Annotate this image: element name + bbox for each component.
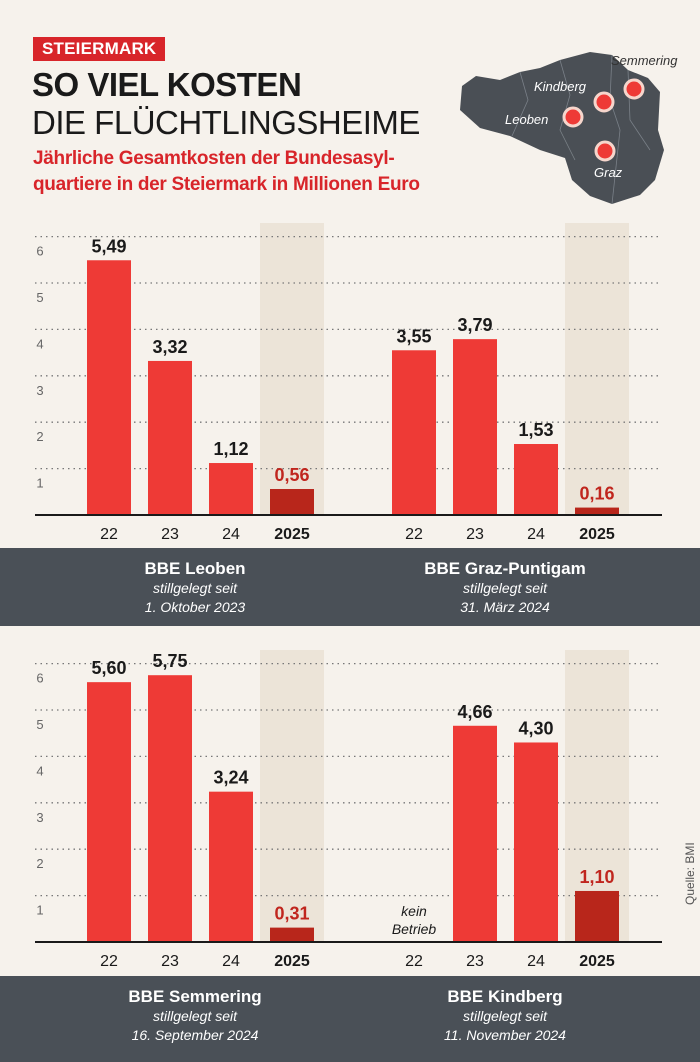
- facility-name: BBE Kindberg: [447, 987, 563, 1006]
- data-label: 0,56: [274, 465, 309, 485]
- map-label-semmering: Semmering: [611, 53, 678, 68]
- bar: [575, 507, 619, 515]
- x-tick-label: 22: [405, 953, 423, 970]
- bar: [575, 890, 619, 942]
- x-tick-label: 2025: [579, 953, 615, 970]
- y-tick-label: 1: [36, 476, 43, 491]
- x-tick-label: 22: [405, 526, 423, 543]
- map-markers: [562, 78, 645, 162]
- data-label: 1,12: [213, 439, 248, 459]
- y-tick-label: 4: [36, 763, 43, 778]
- facility-date: 1. Oktober 2023: [144, 599, 246, 615]
- y-tick-label: 2: [36, 856, 43, 871]
- highlight-column-2025: [565, 223, 629, 515]
- y-tick-label: 1: [36, 903, 43, 918]
- data-label: 1,53: [518, 420, 553, 440]
- marker-graz: [594, 140, 616, 162]
- bar: [514, 742, 558, 942]
- facility-note: stillgelegt seit: [462, 1008, 548, 1024]
- x-tick-label: 24: [222, 953, 240, 970]
- region-tag: STEIERMARK: [33, 37, 166, 61]
- marker-kindberg: [593, 91, 615, 113]
- data-label: 5,60: [91, 658, 126, 678]
- bar: [87, 260, 131, 515]
- map-label-kindberg: Kindberg: [534, 79, 587, 94]
- bar: [392, 350, 436, 515]
- facility-name: BBE Leoben: [144, 559, 246, 578]
- data-label: 1,10: [579, 867, 614, 887]
- x-tick-label: 24: [222, 526, 240, 543]
- marker-semmering: [623, 78, 645, 100]
- source-note: Quelle: BMI: [683, 842, 697, 905]
- caption-band-top: BBE Leoben stillgelegt seit 1. Oktober 2…: [0, 548, 700, 626]
- data-label: 3,79: [457, 315, 492, 335]
- x-tick-label: 22: [100, 526, 118, 543]
- x-tick-label: 2025: [274, 526, 310, 543]
- bar: [87, 682, 131, 942]
- y-tick-label: 2: [36, 429, 43, 444]
- bar: [209, 791, 253, 942]
- facility-note: stillgelegt seit: [462, 580, 548, 596]
- data-label: 3,55: [396, 326, 431, 346]
- no-data-note: Betrieb: [392, 921, 437, 937]
- bar: [514, 444, 558, 515]
- data-label: 3,32: [152, 337, 187, 357]
- data-label: 4,66: [457, 702, 492, 722]
- subtitle-line2: quartiere in der Steiermark in Millionen…: [33, 174, 420, 195]
- map-label-leoben: Leoben: [505, 112, 549, 127]
- marker-leoben: [562, 106, 584, 128]
- facility-date: 11. November 2024: [444, 1027, 566, 1043]
- title-line2: DIE FLÜCHTLINGSHEIME: [32, 104, 420, 141]
- facility-name: BBE Semmering: [128, 987, 262, 1006]
- x-tick-label: 23: [466, 953, 484, 970]
- bar: [270, 489, 314, 515]
- highlight-column-2025: [260, 223, 324, 515]
- x-tick-label: 2025: [274, 953, 310, 970]
- data-label: 4,30: [518, 718, 553, 738]
- bar: [270, 927, 314, 942]
- styria-map: [460, 52, 664, 205]
- bar: [453, 725, 497, 942]
- data-label: 0,16: [579, 484, 614, 504]
- data-label: 0,31: [274, 904, 309, 924]
- bar: [209, 463, 253, 515]
- x-tick-label: 23: [161, 953, 179, 970]
- facility-note: stillgelegt seit: [152, 1008, 238, 1024]
- y-tick-label: 5: [36, 717, 43, 732]
- facility-date: 16. September 2024: [131, 1027, 259, 1043]
- bar: [148, 360, 192, 515]
- x-tick-label: 24: [527, 526, 545, 543]
- map-shape: [460, 52, 664, 204]
- facility-date: 31. März 2024: [460, 599, 550, 615]
- y-tick-label: 4: [36, 336, 43, 351]
- bar: [148, 675, 192, 942]
- x-tick-label: 24: [527, 953, 545, 970]
- y-tick-label: 6: [36, 671, 43, 686]
- data-label: 5,75: [152, 651, 187, 671]
- x-tick-label: 22: [100, 953, 118, 970]
- highlight-column-2025: [260, 650, 324, 942]
- facility-note: stillgelegt seit: [152, 580, 238, 596]
- x-tick-label: 23: [466, 526, 484, 543]
- title-line1: SO VIEL KOSTEN: [32, 66, 302, 103]
- data-label: 5,49: [91, 236, 126, 256]
- data-label: 3,24: [213, 768, 248, 788]
- facility-name: BBE Graz-Puntigam: [424, 559, 586, 578]
- y-tick-label: 6: [36, 244, 43, 259]
- x-tick-label: 23: [161, 526, 179, 543]
- y-tick-label: 3: [36, 810, 43, 825]
- no-data-note: kein: [401, 903, 427, 919]
- caption-band-bottom: BBE Semmering stillgelegt seit 16. Septe…: [0, 976, 700, 1062]
- x-tick-label: 2025: [579, 526, 615, 543]
- map-label-graz: Graz: [594, 165, 623, 180]
- bar: [453, 339, 497, 515]
- y-tick-label: 5: [36, 290, 43, 305]
- y-tick-label: 3: [36, 383, 43, 398]
- subtitle-line1: Jährliche Gesamtkosten der Bundesasyl-: [33, 148, 395, 169]
